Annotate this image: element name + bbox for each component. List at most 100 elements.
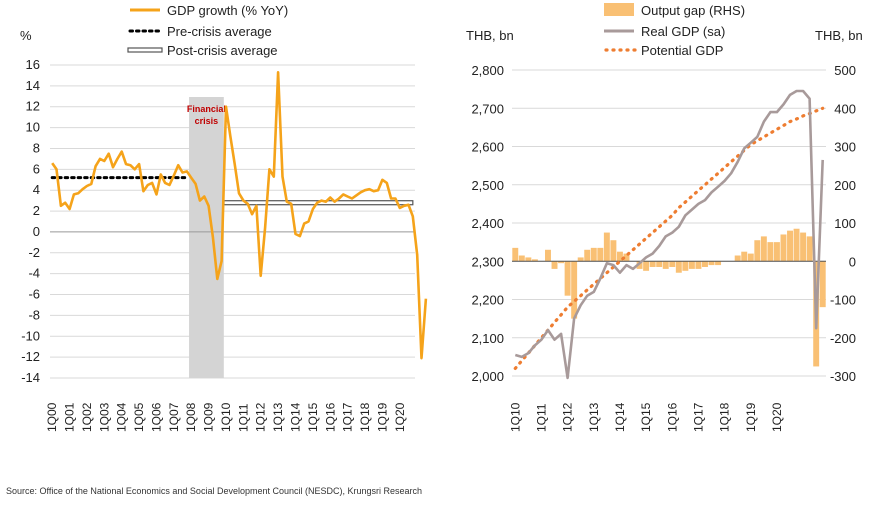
output-gap-bar [800, 232, 807, 262]
crisis-annotation-line-1: Financial [187, 104, 226, 114]
output-gap-bar [616, 251, 623, 262]
left-x-tick: 1Q15 [306, 402, 320, 432]
right-x-tick: 1Q14 [613, 402, 627, 432]
left-x-tick: 1Q02 [80, 402, 94, 432]
output-gap-bar [558, 261, 565, 264]
output-gap-bar [551, 261, 558, 269]
legend-potential-label: Potential GDP [641, 43, 723, 58]
output-gap-bar [636, 261, 643, 269]
right-left-y-tick: 2,400 [471, 216, 504, 231]
output-gap-bar [747, 253, 754, 262]
left-legend: GDP growth (% YoY) Pre-crisis average Po… [127, 3, 288, 58]
output-gap-bar [760, 236, 767, 262]
left-y-tick: 12 [26, 99, 40, 114]
output-gap-bar [525, 257, 532, 262]
output-gap-bar [597, 247, 604, 262]
output-gap-bar [708, 261, 715, 266]
left-x-tick: 1Q03 [97, 402, 111, 432]
output-gap-bar [518, 255, 525, 262]
left-x-tick: 1Q06 [149, 402, 163, 432]
output-gap-bar [767, 242, 774, 262]
output-gap-bar [564, 261, 571, 296]
right-left-y-tick: 2,600 [471, 140, 504, 155]
right-left-y-tick: 2,000 [471, 369, 504, 384]
left-x-tick: 1Q16 [323, 402, 337, 432]
output-gap-bar [675, 261, 682, 273]
right-right-y-tick: -200 [830, 331, 856, 346]
crisis-shade [189, 97, 224, 378]
right-right-y-tick: 500 [834, 63, 856, 78]
left-y-tick: 0 [33, 224, 40, 239]
legend-post-crisis-swatch [127, 47, 163, 53]
left-y-tick: -14 [21, 370, 40, 385]
left-x-tick: 1Q01 [63, 402, 77, 432]
left-x-tick: 1Q05 [132, 402, 146, 432]
legend-post-crisis-label: Post-crisis average [167, 43, 278, 58]
left-x-tick: 1Q12 [254, 402, 268, 432]
left-y-tick: -6 [28, 287, 40, 302]
output-gap-bar [623, 253, 630, 262]
output-gap-bar [702, 261, 708, 267]
source-note: Source: Office of the National Economics… [6, 486, 423, 496]
output-gap-bar [806, 236, 813, 262]
right-x-tick: 1Q16 [665, 402, 679, 432]
output-gap-bar [590, 247, 597, 262]
real-gdp-series-line [514, 89, 824, 380]
right-right-y-tick: 300 [834, 140, 856, 155]
legend-output-gap-label: Output gap (RHS) [641, 3, 745, 18]
right-right-y-tick: -100 [830, 293, 856, 308]
right-gridlines [512, 69, 826, 377]
right-x-tick: 1Q11 [534, 403, 548, 432]
output-gap-bar [649, 261, 656, 267]
left-x-tick: 1Q18 [358, 402, 372, 432]
left-x-tick: 1Q19 [375, 402, 389, 432]
left-y-tick: -8 [28, 307, 40, 322]
output-gap-bar [662, 261, 669, 269]
left-chart: Financial crisis 16 14 12 10 8 6 4 2 0 -2 -4 -6 -8 -1… [20, 28, 428, 432]
right-x-tick: 1Q17 [691, 402, 705, 432]
right-x-tick: 1Q18 [718, 402, 732, 432]
output-gap-bar [780, 234, 787, 262]
right-left-y-tick-labels: 2,800 2,700 2,600 2,500 2,400 2,300 2,200 2,100… [471, 63, 504, 384]
left-x-tick: 1Q09 [202, 402, 216, 432]
left-y-tick: 8 [33, 140, 40, 155]
right-left-y-tick: 2,100 [471, 331, 504, 346]
left-x-tick: 1Q11 [236, 403, 250, 432]
left-y-tick: -2 [28, 245, 40, 260]
right-x-tick: 1Q19 [744, 402, 758, 432]
potential-gdp-series-line [513, 106, 825, 370]
right-left-y-axis-label: THB, bn [466, 28, 514, 43]
output-gap-bar [688, 261, 695, 269]
left-y-tick: 6 [33, 161, 40, 176]
output-gap-bar [610, 240, 617, 262]
legend-output-gap-swatch [604, 3, 634, 16]
right-x-tick: 1Q13 [587, 402, 601, 432]
left-x-tick: 1Q07 [167, 402, 181, 432]
right-left-y-tick: 2,500 [471, 178, 504, 193]
output-gap-bar [669, 261, 676, 267]
output-gap-bar [643, 261, 650, 271]
output-gap-bar [577, 257, 584, 262]
right-left-y-tick: 2,300 [471, 254, 504, 269]
left-y-tick: 10 [26, 120, 40, 135]
left-x-tick: 1Q08 [184, 402, 198, 432]
left-y-tick: 14 [26, 78, 40, 93]
output-gap-bar [715, 261, 722, 266]
output-gap-bar [754, 240, 761, 262]
right-right-y-tick-labels: 500 400 300 200 100 0 -100 -200 -300 [830, 63, 856, 384]
right-left-y-tick: 2,800 [471, 63, 504, 78]
left-x-tick: 1Q13 [271, 402, 285, 432]
output-gap-bar [773, 242, 780, 262]
right-left-y-tick: 2,200 [471, 293, 504, 308]
output-gap-bar [584, 249, 591, 262]
left-x-tick: 1Q17 [341, 402, 355, 432]
crisis-annotation-line-2: crisis [195, 116, 219, 126]
left-y-tick: 2 [33, 203, 40, 218]
left-y-tick: -10 [21, 328, 40, 343]
output-gap-bar [531, 259, 538, 262]
left-y-axis-label: % [20, 28, 32, 43]
right-right-y-axis-label: THB, bn [815, 28, 863, 43]
output-gap-bar [512, 247, 519, 262]
output-gap-bar [656, 261, 663, 267]
